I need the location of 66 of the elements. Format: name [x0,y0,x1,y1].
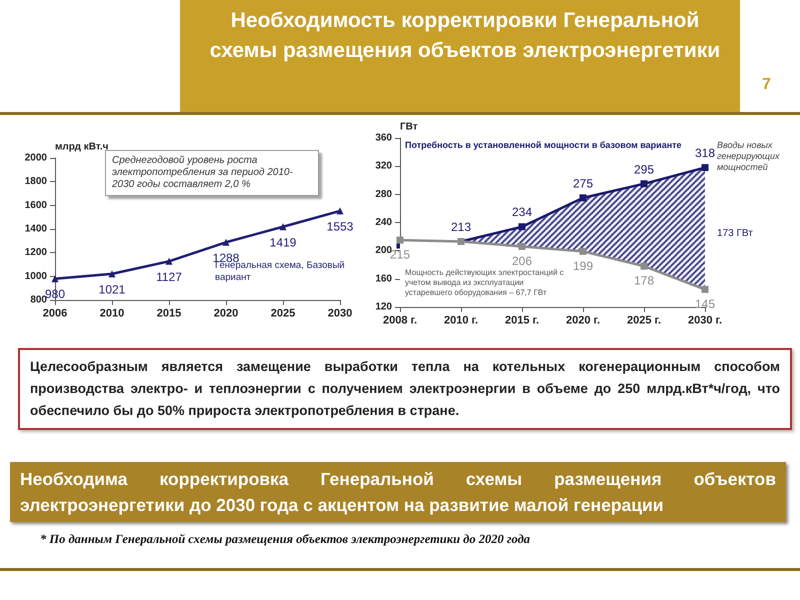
point [52,275,58,282]
point [518,223,526,230]
data-label: 275 [572,176,594,190]
data-label: 206 [512,254,532,268]
x-tick-label: 2015 г. [504,314,540,326]
text: 7 [762,76,771,94]
data-label: 295 [634,162,654,176]
x-tick-label: 2030 [328,308,352,320]
y-tick-label: 320 [375,160,392,172]
annotation: Мощность действующих электростанций с учетом вывода из эксплуатации устаревшего оборудования – 67,7 ГВт [405,268,565,298]
y-axis-title: ГВт [400,122,418,132]
annotation: Потребность в установленной мощности в базовом варианте [405,140,682,150]
data-label: 234 [512,205,532,220]
y-tick-label: 800 [30,294,48,306]
y-tick-label: 120 [375,302,392,312]
data-label: 199 [572,258,594,273]
y-tick-label: 280 [375,188,392,200]
point [518,242,526,250]
text: Необходима корректировка Генеральной схемы размещения объектов электроэнергетики до 2030 года с акцентом на развитие малой генерации [10,462,786,522]
y-tick-label: 1400 [24,224,48,234]
y-tick-label: 240 [375,217,392,228]
text: Целесообразным является замещение выработки тепла на котельных когенерационным способом производства электро- и теплоэнергии с получением электроэнергии в объеме до 250 млрд.кВт*ч/год, что обеспечило бы до 50% прироста электропотребления в стране. [18,348,792,430]
point [580,194,586,202]
data-label: 1127 [156,270,182,284]
point [222,238,230,246]
y-tick-label: 360 [375,132,392,144]
x-tick-label: 2010 г. [444,314,478,326]
data-label: 145 [694,296,716,311]
x-tick-label: 2020 [214,308,238,320]
point [640,262,648,270]
x-tick-label: 2010 [100,308,124,320]
point [336,207,344,214]
data-label: 1419 [270,235,297,250]
y-tick-label: 1800 [24,176,48,188]
data-label: 1021 [98,282,126,296]
text: 173 ГВт [717,228,754,240]
point [580,248,586,255]
text: * По данным Генеральной схемы размещения объектов электроэнергетики до 2020 года [40,532,532,547]
x-tick-label: 2015 [156,308,182,320]
point [280,223,286,230]
x-tick-label: 2030 г. [688,314,722,326]
point [702,164,708,172]
x-tick-label: 2006 [42,308,68,320]
x-tick-label: 2025 г. [626,314,662,326]
data-label: 178 [634,274,654,288]
text: Вводы новых генерирующих мощностей [717,140,780,173]
x-tick-label: 2008 г. [382,314,418,326]
x-tick-label: 2020 г. [566,314,600,326]
text: Необходимость корректировки Генеральной схемы размещения объектов электроэнергетики [208,8,722,64]
text-box: Среднегодовой уровень роста электропотребления за период 2010-2030 годы составляет 2,0 % [105,150,319,196]
point [396,236,404,244]
y-tick-label: 160 [375,273,392,284]
y-axis-title: млрд кВт.ч [55,142,109,152]
y-tick-label: 1200 [24,247,48,258]
point [166,258,172,265]
data-label: 213 [450,220,472,234]
point [640,180,648,188]
y-tick-label: 200 [375,245,392,256]
y-tick-label: 2000 [24,152,48,164]
y-tick-label: 1000 [24,270,48,282]
data-label: 318 [694,146,716,160]
y-tick-label: 1600 [24,200,48,211]
data-label: 1553 [326,219,354,234]
x-tick-label: 2025 [270,308,296,320]
point [108,270,116,278]
point [702,286,708,293]
